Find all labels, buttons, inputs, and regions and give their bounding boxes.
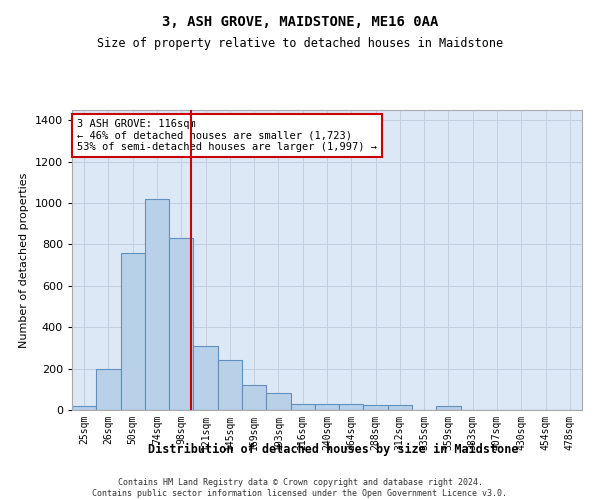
Text: Contains HM Land Registry data © Crown copyright and database right 2024.
Contai: Contains HM Land Registry data © Crown c…: [92, 478, 508, 498]
Bar: [388, 405, 412, 410]
Bar: [96, 368, 121, 410]
Bar: [266, 394, 290, 410]
Text: Distribution of detached houses by size in Maidstone: Distribution of detached houses by size …: [148, 442, 518, 456]
Bar: [290, 404, 315, 410]
Bar: [315, 404, 339, 410]
Text: Size of property relative to detached houses in Maidstone: Size of property relative to detached ho…: [97, 38, 503, 51]
Bar: [436, 406, 461, 410]
Bar: [193, 346, 218, 410]
Bar: [169, 238, 193, 410]
Bar: [72, 406, 96, 410]
Text: 3 ASH GROVE: 116sqm
← 46% of detached houses are smaller (1,723)
53% of semi-det: 3 ASH GROVE: 116sqm ← 46% of detached ho…: [77, 119, 377, 152]
Y-axis label: Number of detached properties: Number of detached properties: [19, 172, 29, 348]
Bar: [121, 253, 145, 410]
Bar: [339, 404, 364, 410]
Bar: [364, 405, 388, 410]
Bar: [242, 385, 266, 410]
Bar: [218, 360, 242, 410]
Bar: [145, 199, 169, 410]
Text: 3, ASH GROVE, MAIDSTONE, ME16 0AA: 3, ASH GROVE, MAIDSTONE, ME16 0AA: [162, 15, 438, 29]
